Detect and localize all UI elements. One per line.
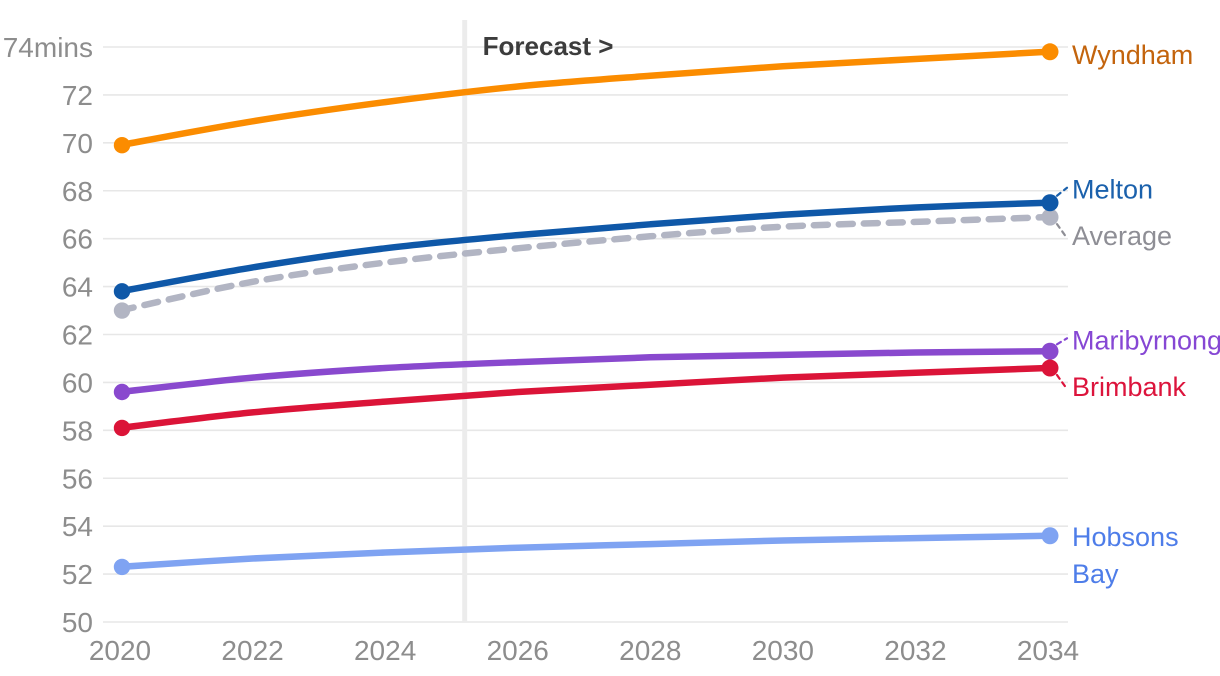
y-tick-label: 60 bbox=[62, 367, 93, 398]
y-tick-label: 62 bbox=[62, 320, 93, 351]
series-point-start-hobsons-bay bbox=[113, 558, 131, 576]
series-line-wyndham bbox=[116, 48, 1052, 149]
forecast-label: Forecast > bbox=[483, 31, 614, 61]
forecast-divider bbox=[462, 20, 468, 622]
label-connector-average bbox=[1055, 223, 1069, 240]
series-line-maribyrnong bbox=[116, 348, 1052, 396]
series-line-average bbox=[116, 213, 1052, 314]
y-tick-label: 68 bbox=[62, 176, 93, 207]
y-tick-label: 52 bbox=[62, 559, 93, 590]
series-point-start-brimbank bbox=[113, 419, 131, 437]
y-tick-label: 58 bbox=[62, 415, 93, 446]
series-line-hobsons-bay bbox=[116, 532, 1052, 571]
series-point-start-wyndham bbox=[113, 137, 131, 154]
y-tick-label: 56 bbox=[62, 463, 93, 494]
series-point-end-brimbank bbox=[1041, 359, 1059, 377]
x-tick-label: 2024 bbox=[354, 635, 416, 666]
series-point-end-average bbox=[1041, 208, 1059, 226]
x-tick-label: 2034 bbox=[1017, 635, 1079, 666]
y-tick-label: 70 bbox=[62, 128, 93, 159]
series-label-average: Average bbox=[1072, 221, 1172, 251]
series-line-melton bbox=[116, 199, 1052, 295]
series-label-brimbank: Brimbank bbox=[1072, 372, 1187, 402]
series-point-end-wyndham bbox=[1041, 43, 1059, 61]
x-tick-label: 2022 bbox=[221, 635, 283, 666]
y-tick-label: 54 bbox=[62, 511, 93, 542]
y-tick-label: 74mins bbox=[3, 32, 93, 63]
y-tick-label: 50 bbox=[62, 607, 93, 638]
series-point-start-average bbox=[113, 302, 131, 319]
series-label-melton: Melton bbox=[1072, 175, 1153, 205]
series-label-wyndham: Wyndham bbox=[1072, 40, 1193, 70]
series-point-start-maribyrnong bbox=[113, 383, 131, 401]
label-connector-melton bbox=[1055, 186, 1069, 197]
x-tick-label: 2026 bbox=[487, 635, 549, 666]
series-point-end-melton bbox=[1041, 194, 1059, 212]
x-tick-label: 2030 bbox=[752, 635, 814, 666]
label-connector-maribyrnong bbox=[1055, 337, 1069, 346]
x-tick-label: 2028 bbox=[619, 635, 681, 666]
label-connector-brimbank bbox=[1055, 373, 1069, 391]
y-tick-label: 64 bbox=[62, 272, 93, 303]
series-label-hobsons-bay: Bay bbox=[1072, 559, 1119, 589]
x-tick-label: 2020 bbox=[89, 635, 151, 666]
series-point-end-maribyrnong bbox=[1041, 342, 1059, 360]
x-tick-label: 2032 bbox=[884, 635, 946, 666]
series-label-hobsons-bay: Hobsons bbox=[1072, 522, 1179, 552]
series-line-brimbank bbox=[116, 364, 1052, 432]
series-point-end-hobsons-bay bbox=[1041, 527, 1059, 545]
y-tick-label: 66 bbox=[62, 224, 93, 255]
y-tick-label: 72 bbox=[62, 80, 93, 111]
series-label-maribyrnong: Maribyrnong bbox=[1072, 325, 1220, 355]
series-point-start-melton bbox=[113, 283, 131, 300]
